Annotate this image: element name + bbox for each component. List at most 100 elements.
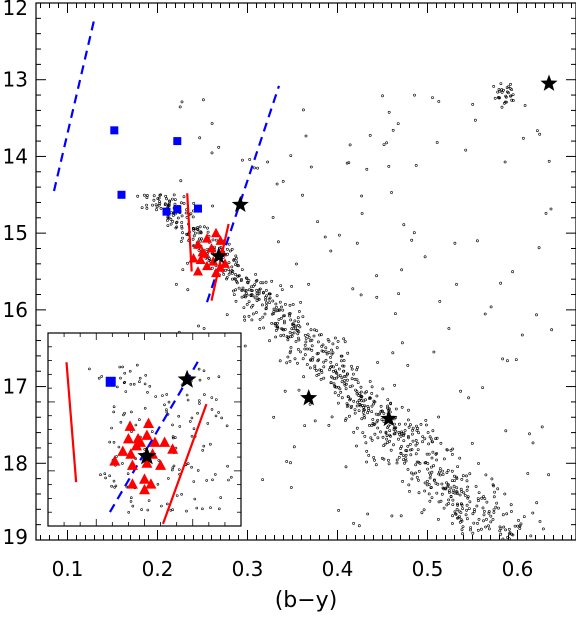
- field-star: [404, 459, 408, 463]
- field-star: [382, 143, 386, 147]
- field-star: [181, 236, 184, 240]
- field-star: [465, 479, 469, 483]
- field-star: [176, 216, 180, 220]
- field-star: [431, 440, 434, 444]
- field-star: [152, 194, 156, 198]
- field-star: [415, 460, 419, 464]
- field-star: [440, 482, 444, 486]
- field-star: [469, 526, 473, 530]
- inset-field-star: [193, 497, 197, 501]
- field-star: [395, 461, 399, 465]
- field-star: [375, 295, 379, 299]
- field-star: [476, 528, 480, 532]
- field-star: [372, 399, 376, 403]
- field-star: [451, 503, 455, 507]
- inset-field-star: [112, 405, 116, 409]
- field-star: [342, 375, 346, 378]
- field-star: [191, 215, 195, 219]
- field-star: [270, 279, 274, 283]
- field-star: [360, 212, 364, 215]
- field-star: [303, 343, 307, 347]
- field-star: [315, 374, 319, 377]
- field-star: [197, 249, 201, 252]
- field-star: [240, 158, 244, 162]
- red-triangle-point: [211, 227, 221, 238]
- red-triangle-point: [188, 253, 199, 263]
- field-star: [499, 281, 503, 285]
- field-star: [514, 358, 518, 362]
- field-star: [249, 305, 253, 309]
- field-star: [249, 285, 253, 289]
- field-star: [489, 514, 493, 518]
- field-star: [492, 495, 496, 499]
- field-star: [374, 412, 378, 416]
- field-star: [449, 448, 453, 452]
- inset-field-star: [138, 380, 141, 384]
- field-star: [401, 479, 405, 483]
- field-star: [304, 337, 308, 340]
- field-star: [169, 222, 173, 226]
- field-star: [286, 355, 290, 359]
- field-star: [201, 98, 205, 102]
- field-star: [455, 282, 458, 286]
- field-star: [414, 452, 418, 456]
- inset-field-star: [195, 506, 199, 510]
- field-star: [381, 435, 385, 439]
- x-tick-label: 0.5: [412, 557, 444, 581]
- field-star: [337, 393, 341, 397]
- field-star: [376, 436, 380, 440]
- inset-field-star: [197, 367, 201, 371]
- inset-line-1: [65, 362, 78, 483]
- field-star: [367, 453, 371, 457]
- field-star: [211, 204, 215, 208]
- inset-field-star: [209, 506, 212, 510]
- field-star: [350, 377, 354, 381]
- field-star: [142, 193, 146, 197]
- x-tick-label: 0.1: [52, 557, 84, 581]
- field-star: [456, 465, 460, 469]
- field-star: [159, 206, 163, 210]
- field-star: [320, 370, 324, 374]
- field-star: [296, 347, 300, 351]
- field-star: [316, 220, 320, 224]
- inset-field-star: [201, 448, 204, 452]
- field-star: [513, 524, 517, 528]
- field-star: [403, 461, 406, 465]
- field-star: [253, 283, 257, 287]
- field-star: [268, 339, 271, 343]
- inset-field-star: [203, 393, 206, 396]
- field-star: [475, 239, 479, 243]
- field-star: [304, 340, 308, 344]
- field-star: [468, 472, 472, 476]
- field-star: [346, 395, 350, 399]
- field-star: [403, 422, 407, 426]
- field-star: [136, 194, 140, 198]
- field-star: [210, 266, 214, 270]
- field-star: [346, 351, 350, 355]
- field-star: [388, 433, 392, 437]
- field-star: [293, 357, 297, 361]
- inset-field-star: [171, 466, 175, 470]
- field-star: [198, 136, 202, 140]
- field-star: [432, 464, 436, 468]
- field-star: [366, 411, 370, 415]
- inset-field-star: [178, 468, 181, 471]
- field-star: [272, 312, 275, 316]
- inset-red-triangle-point: [145, 478, 157, 489]
- field-star: [399, 434, 403, 438]
- inset-field-star: [225, 424, 229, 428]
- axis-ticks: [36, 2, 576, 541]
- inset-field-star: [121, 462, 124, 465]
- field-star: [436, 518, 440, 521]
- red-triangle-point: [197, 246, 208, 257]
- field-star: [328, 368, 331, 372]
- field-star: [500, 91, 504, 94]
- field-star: [280, 288, 284, 292]
- field-star: [452, 488, 456, 492]
- inset-field-star: [217, 375, 221, 379]
- field-star: [164, 194, 168, 198]
- y-tick-label: 14: [3, 144, 28, 168]
- field-star: [228, 270, 232, 274]
- field-star: [487, 527, 491, 531]
